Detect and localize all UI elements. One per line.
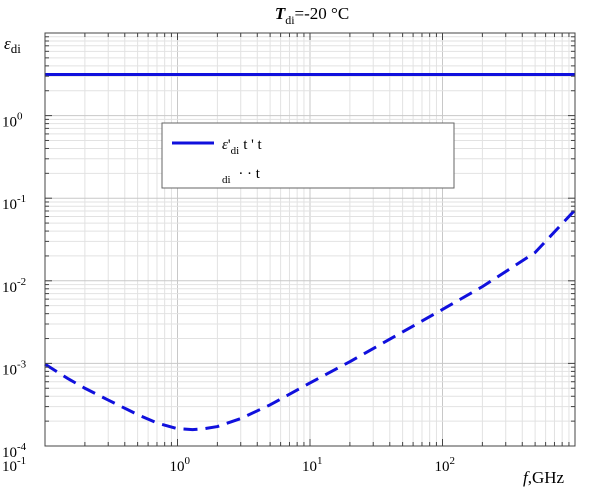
x-tick-label: 10-1 bbox=[2, 455, 26, 475]
legend-1-prime: ' bbox=[228, 137, 231, 153]
y-tick-base: 10 bbox=[2, 115, 17, 131]
legend-2-text: · · t bbox=[235, 166, 261, 182]
x-tick-label: 100 bbox=[170, 455, 191, 475]
title-symbol: T bbox=[275, 4, 286, 23]
title-text: =-20 °C bbox=[295, 4, 350, 23]
x-tick-exponent: -1 bbox=[17, 455, 26, 467]
y-tick-base: 10 bbox=[2, 445, 17, 461]
x-tick-base: 10 bbox=[170, 459, 185, 475]
title-subscript: di bbox=[285, 13, 295, 27]
x-tick-base: 10 bbox=[435, 459, 450, 475]
legend: ε'di t ' t di · · t bbox=[161, 122, 455, 189]
y-tick-label: 10-4 bbox=[2, 441, 27, 461]
grid bbox=[44, 33, 575, 447]
y-tick-base: 10 bbox=[2, 280, 17, 296]
y-tick-exponent: -3 bbox=[17, 358, 27, 370]
y-tick-exponent: -1 bbox=[17, 193, 26, 205]
x-tick-exponent: 0 bbox=[185, 455, 191, 467]
y-tick-label: 100 bbox=[2, 111, 23, 131]
legend-entry-2: di · · t bbox=[222, 166, 261, 186]
series-layer bbox=[44, 72, 577, 432]
series-dashed-line bbox=[44, 208, 577, 432]
legend-box bbox=[161, 122, 455, 189]
ylabel-symbol: ε bbox=[4, 34, 11, 53]
legend-2-subscript: di bbox=[222, 174, 231, 186]
y-tick-label: 10-2 bbox=[2, 276, 26, 296]
ylabel-subscript: di bbox=[11, 41, 22, 56]
y-tick-exponent: 0 bbox=[17, 111, 23, 123]
x-tick-exponent: 2 bbox=[450, 455, 456, 467]
xlabel-symbol: f bbox=[523, 468, 530, 487]
x-tick-label: 102 bbox=[435, 455, 456, 475]
xlabel-unit: ,GHz bbox=[528, 468, 565, 487]
x-tick-exponent: 1 bbox=[317, 455, 323, 467]
legend-1-symbol: ε bbox=[222, 137, 228, 153]
y-tick-exponent: -2 bbox=[17, 276, 26, 288]
x-tick-label: 101 bbox=[302, 455, 323, 475]
y-tick-base: 10 bbox=[2, 362, 17, 378]
y-tick-label: 10-1 bbox=[2, 193, 26, 213]
x-axis-label: f,GHz bbox=[523, 468, 565, 487]
y-tick-exponent: -4 bbox=[17, 441, 27, 453]
y-tick-label: 10-3 bbox=[2, 358, 27, 378]
chart-title: Tdi=-20 °C bbox=[275, 4, 349, 27]
y-tick-base: 10 bbox=[2, 197, 17, 213]
legend-1-text: t ' t bbox=[243, 137, 262, 153]
legend-entry-1: ε'di t ' t bbox=[222, 137, 263, 157]
y-axis-label: εdi bbox=[4, 34, 21, 56]
x-tick-base: 10 bbox=[2, 459, 17, 475]
x-tick-base: 10 bbox=[302, 459, 317, 475]
legend-1-subscript: di bbox=[231, 145, 240, 157]
